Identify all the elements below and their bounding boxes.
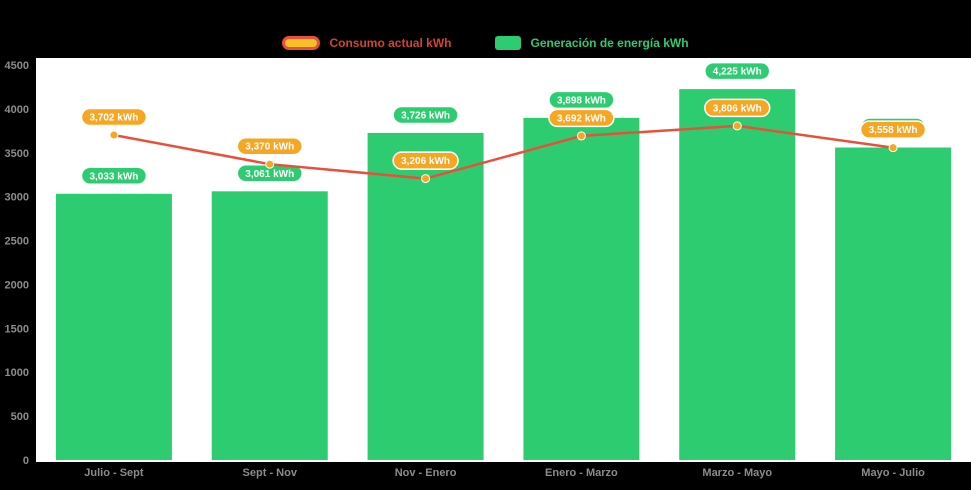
generation-bar[interactable] [55, 193, 172, 460]
generation-value-badge: 4,225 kWh [704, 61, 771, 81]
y-axis-label: 1500 [5, 323, 29, 335]
svg-text:3,370 kWh: 3,370 kWh [245, 142, 294, 153]
generation-bar[interactable] [523, 117, 640, 460]
y-axis-label: 4500 [5, 60, 29, 72]
line-point[interactable] [265, 159, 275, 169]
consumption-value-badge: 3,558 kWh [859, 120, 927, 139]
x-axis-label: Julio - Sept [84, 467, 144, 479]
generation-bar[interactable] [211, 191, 328, 460]
svg-text:3,558 kWh: 3,558 kWh [869, 125, 918, 136]
generation-swatch-icon [495, 36, 522, 50]
y-axis-label: 3000 [5, 192, 29, 204]
generation-value-badge: 3,726 kWh [392, 105, 459, 125]
svg-text:3,692 kWh: 3,692 kWh [557, 113, 606, 124]
generation-value-badge: 3,033 kWh [80, 166, 148, 186]
y-axis-label: 3500 [5, 148, 29, 160]
legend-item-generation[interactable]: Generación de energía kWh [495, 36, 689, 50]
y-axis-label: 0 [23, 455, 29, 467]
y-axis-label: 2500 [5, 236, 29, 248]
svg-text:3,806 kWh: 3,806 kWh [713, 103, 762, 114]
svg-text:4,225 kWh: 4,225 kWh [713, 67, 762, 78]
generation-legend-label: Generación de energía kWh [530, 36, 689, 50]
y-axis-label: 500 [11, 411, 29, 423]
y-axis-label: 1000 [5, 367, 29, 379]
svg-text:3,061 kWh: 3,061 kWh [245, 169, 294, 180]
consumption-legend-label: Consumo actual kWh [329, 36, 452, 50]
consumption-swatch-icon [282, 36, 321, 50]
svg-text:3,702 kWh: 3,702 kWh [89, 113, 138, 124]
consumption-value-badge: 3,370 kWh [236, 136, 303, 156]
generation-bar[interactable] [367, 132, 484, 460]
x-axis-label: Sept - Nov [243, 467, 298, 479]
line-point[interactable] [109, 130, 119, 140]
y-axis-label: 4000 [5, 104, 29, 116]
svg-text:3,898 kWh: 3,898 kWh [557, 95, 606, 106]
x-axis-label: Nov - Enero [395, 467, 457, 479]
consumption-value-badge: 3,702 kWh [80, 107, 148, 127]
svg-text:3,726 kWh: 3,726 kWh [401, 110, 450, 121]
legend-item-consumption[interactable]: Consumo actual kWh [282, 36, 451, 50]
consumption-value-badge: 3,692 kWh [548, 108, 615, 128]
line-point[interactable] [421, 174, 431, 184]
consumption-value-badge: 3,206 kWh [392, 151, 459, 170]
consumption-value-badge: 3,806 kWh [704, 98, 771, 118]
svg-text:3,033 kWh: 3,033 kWh [89, 171, 138, 182]
generation-bar[interactable] [835, 147, 952, 460]
consumption-line[interactable] [113, 124, 894, 180]
generation-bar[interactable] [679, 89, 796, 460]
plot-area [36, 58, 971, 462]
x-axis-label: Enero - Marzo [545, 467, 618, 479]
line-point[interactable] [888, 143, 898, 153]
svg-text:3,206 kWh: 3,206 kWh [401, 156, 450, 167]
line-point[interactable] [732, 121, 742, 131]
x-axis-label: Mayo - Julio [861, 467, 925, 479]
line-point[interactable] [576, 131, 586, 141]
y-axis-label: 2000 [5, 279, 29, 291]
x-axis-label: Marzo - Mayo [702, 467, 772, 479]
chart-legend: Consumo actual kWh Generación de energía… [0, 36, 971, 50]
generation-value-badge: 3,898 kWh [548, 90, 615, 110]
